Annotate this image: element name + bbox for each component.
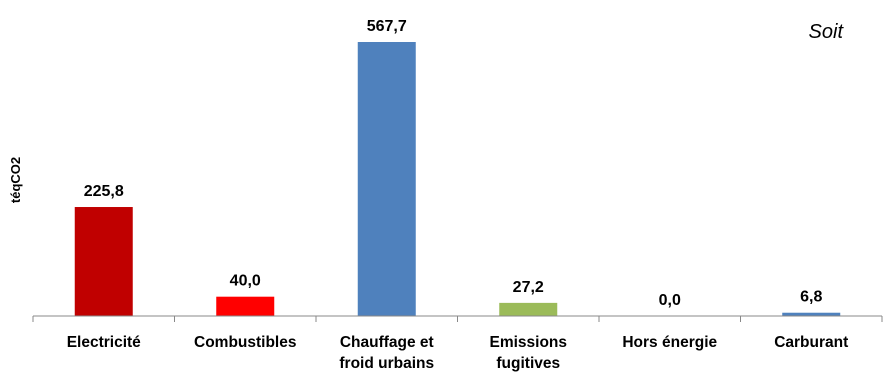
- bar: [216, 296, 275, 316]
- data-label: 40,0: [230, 273, 261, 290]
- x-axis-ticks: [32, 316, 883, 322]
- y-axis-label: téqCO2: [8, 157, 23, 203]
- chart-subtitle: Soit: [809, 21, 845, 43]
- tick-label: Combustibles: [194, 334, 296, 351]
- category-labels-group: Electricité Combustibles Chauffage et froid…: [67, 334, 849, 372]
- tick-label: Emissions: [489, 334, 567, 351]
- data-label: 27,2: [513, 279, 544, 296]
- value-labels-group: 225,8 40,0 567,7 27,2 0,0 6,8: [84, 18, 823, 309]
- bars-group: [74, 42, 841, 316]
- tick-label: froid urbains: [339, 355, 434, 372]
- tick-label: Hors énergie: [622, 334, 717, 351]
- bar: [499, 302, 558, 316]
- bar: [74, 207, 133, 316]
- tick-label: Electricité: [67, 334, 141, 351]
- data-label: 567,7: [367, 18, 407, 35]
- tick-label: fugitives: [496, 355, 560, 372]
- data-label: 0,0: [659, 292, 681, 309]
- data-label: 6,8: [800, 289, 822, 306]
- tick-label: Chauffage et: [340, 334, 434, 351]
- data-label: 225,8: [84, 183, 124, 200]
- tick-label: Carburant: [774, 334, 848, 351]
- bar: [357, 42, 416, 316]
- bar: [782, 312, 841, 316]
